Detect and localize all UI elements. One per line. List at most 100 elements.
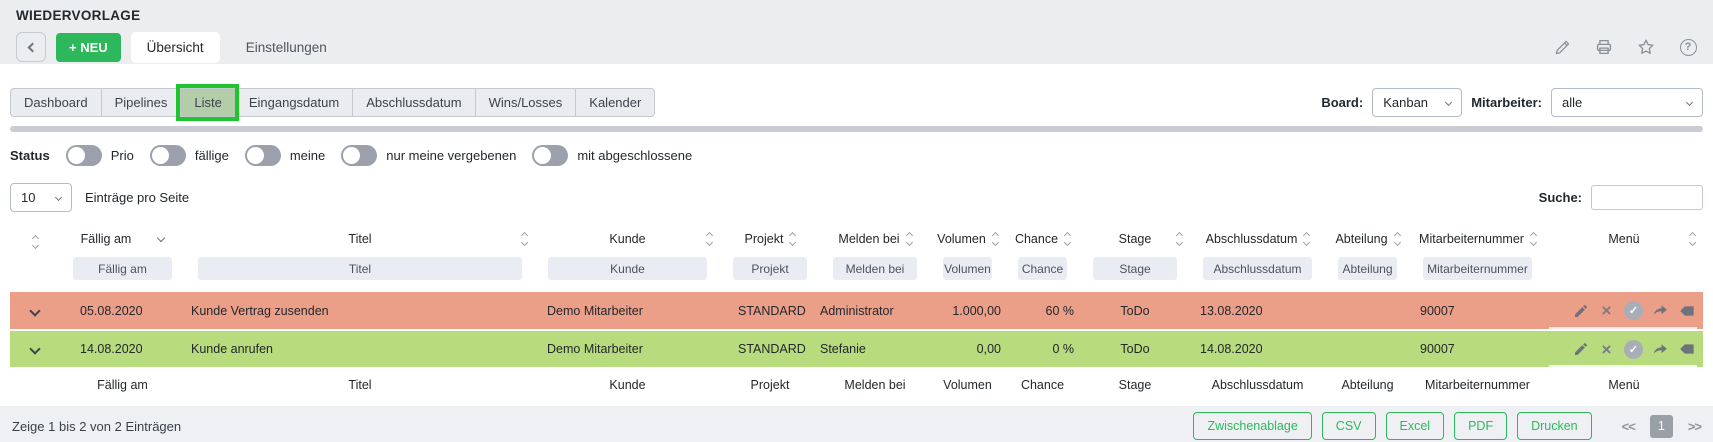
chevron-down-icon [1685,98,1694,107]
cell-stage: ToDo [1120,303,1150,318]
header-faellig-am[interactable]: Fällig am [60,225,185,253]
delete-icon[interactable]: × [1601,339,1612,359]
tab-kalender[interactable]: Kalender [575,88,656,117]
new-button[interactable]: + NEU [56,32,121,62]
pdf-button[interactable]: PDF [1454,412,1508,440]
sort-icon[interactable] [789,231,797,247]
page-size-suffix: Einträge pro Seite [85,190,190,205]
cell-faellig-am: 05.08.2020 [80,303,143,318]
help-icon[interactable]: ? [1679,38,1697,56]
page-size-select[interactable]: 10 [10,183,72,212]
sort-icon[interactable] [1175,231,1184,247]
tab-wins-losses[interactable]: Wins/Losses [474,88,576,117]
tab-dashboard[interactable]: Dashboard [10,88,101,117]
filter-abteilung[interactable] [1338,257,1397,280]
toggle-nur-meine-vergebenen[interactable]: nur meine vergebenen [341,145,516,166]
search-input[interactable] [1591,185,1703,210]
pagination-current-page[interactable]: 1 [1649,414,1673,438]
tag-icon[interactable] [1678,302,1695,319]
filter-chance[interactable] [1018,257,1067,280]
forward-icon[interactable] [1652,302,1669,319]
edit-icon[interactable] [1553,38,1571,56]
row-menu: × ✓ [1545,301,1703,320]
header-titel[interactable]: Titel [185,225,535,253]
export-buttons: Zwischenablage CSV Excel PDF Drucken [1193,412,1592,440]
sort-icon[interactable] [520,231,529,247]
footer-abschlussdatum: Abschlussdatum [1190,368,1325,400]
header-menue[interactable]: Menü [1545,225,1703,253]
sort-icon[interactable] [1688,231,1697,247]
forward-icon[interactable] [1652,341,1669,358]
header-projekt[interactable]: Projekt [720,225,820,253]
tab-eingangsdatum[interactable]: Eingangsdatum [234,88,353,117]
status-label: Status [10,148,50,163]
toggle-prio[interactable]: Prio [65,145,134,166]
back-button[interactable] [16,32,46,62]
toggle-mit-abgeschlossene[interactable]: mit abgeschlossene [532,145,692,166]
drucken-button[interactable]: Drucken [1517,412,1592,440]
filter-mitarbeiternummer[interactable] [1423,257,1532,280]
sort-icon[interactable] [1393,231,1401,247]
filter-melden-bei[interactable] [833,257,917,280]
header-volumen[interactable]: Volumen [930,225,1005,253]
sort-icon[interactable] [905,231,913,247]
complete-icon[interactable]: ✓ [1624,339,1643,359]
cell-titel: Kunde Vertrag zusenden [191,303,329,318]
sort-icon[interactable] [31,234,39,250]
sort-icon[interactable] [1064,231,1072,247]
pagination-next[interactable]: >> [1687,418,1702,434]
csv-button[interactable]: CSV [1321,412,1376,440]
toggle-switch[interactable] [149,145,186,166]
tab-abschlussdatum[interactable]: Abschlussdatum [352,88,475,117]
filter-stage[interactable] [1093,257,1177,280]
sort-icon[interactable] [991,231,999,247]
excel-button[interactable]: Excel [1385,412,1445,440]
cell-abteilung [1325,330,1410,368]
header-abteilung[interactable]: Abteilung [1325,225,1410,253]
edit-icon[interactable] [1572,341,1589,358]
star-icon[interactable] [1637,38,1655,56]
page-header: WIEDERVORLAGE + NEU Übersicht Einstellun… [0,0,1713,64]
tab-einstellungen[interactable]: Einstellungen [245,39,327,55]
board-label: Board: [1321,95,1364,110]
sort-icon[interactable] [1303,231,1311,247]
filter-projekt[interactable] [733,257,807,280]
tab-pipelines[interactable]: Pipelines [100,88,181,117]
expand-row-icon[interactable] [29,343,41,355]
toggle-switch[interactable] [244,145,281,166]
toggle-switch[interactable] [532,145,569,166]
header-mitarbeiternummer[interactable]: Mitarbeiternummer [1410,225,1545,253]
filter-titel[interactable] [198,257,522,280]
mitarbeiter-select[interactable]: alle [1551,88,1703,117]
toggle-meine[interactable]: meine [244,145,325,166]
filter-faellig-am[interactable] [73,257,172,280]
bottom-bar: Zeige 1 bis 2 von 2 Einträgen Zwischenab… [0,406,1713,442]
list-controls-row: 10 Einträge pro Seite Suche: [10,183,1703,212]
tag-icon[interactable] [1678,341,1695,358]
header-kunde[interactable]: Kunde [535,225,720,253]
toggle-faellige[interactable]: fällige [149,145,229,166]
sort-icon[interactable] [1529,231,1537,247]
filter-volumen[interactable] [943,257,992,280]
expand-row-icon[interactable] [29,304,41,317]
toggle-switch[interactable] [65,145,102,166]
header-stage[interactable]: Stage [1080,225,1190,253]
zwischenablage-button[interactable]: Zwischenablage [1193,412,1312,440]
header-abschlussdatum[interactable]: Abschlussdatum [1190,225,1325,253]
header-melden-bei[interactable]: Melden bei [820,225,930,253]
tab-uebersicht[interactable]: Übersicht [130,31,220,63]
filter-kunde[interactable] [548,257,707,280]
pagination-prev[interactable]: << [1621,418,1636,434]
delete-icon[interactable]: × [1601,301,1612,320]
header-chance[interactable]: Chance [1005,225,1080,253]
print-icon[interactable] [1595,38,1613,56]
cell-faellig-am: 14.08.2020 [80,342,143,356]
tab-liste[interactable]: Liste [180,88,235,117]
board-select[interactable]: Kanban [1372,88,1463,117]
sort-icon[interactable] [705,231,714,247]
edit-icon[interactable] [1572,302,1589,319]
filter-abschlussdatum[interactable] [1203,257,1312,280]
toggle-switch[interactable] [341,145,378,166]
complete-icon[interactable]: ✓ [1624,301,1643,320]
